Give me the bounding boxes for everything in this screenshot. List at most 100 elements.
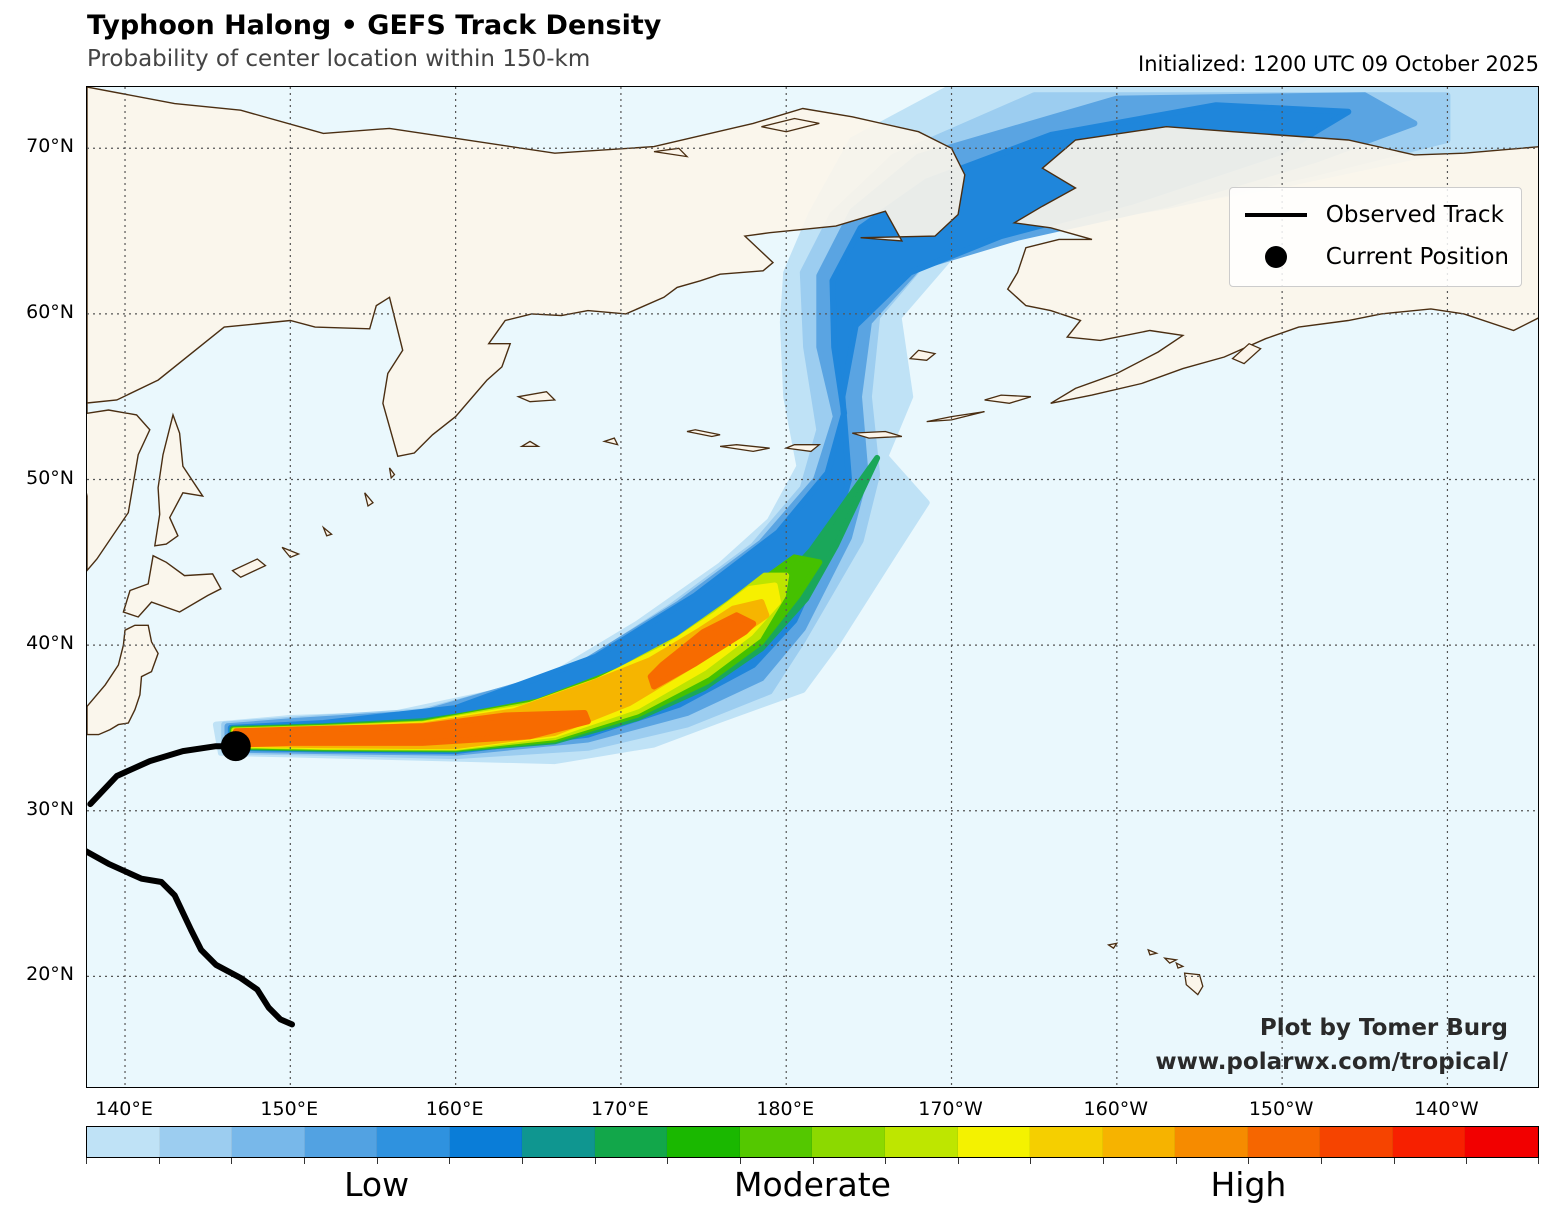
- island: [321, 525, 333, 537]
- landmass-honshu: [87, 624, 159, 736]
- island: [926, 410, 985, 423]
- chart-title: Typhoon Halong • GEFS Track Density: [87, 10, 662, 41]
- colorbar-tick: [449, 1158, 451, 1164]
- credit-author: Plot by Tomer Burg: [1259, 1015, 1508, 1041]
- observed-track-line: [87, 743, 239, 808]
- colorbar-swatch: [667, 1127, 740, 1157]
- gridlines: [87, 87, 1538, 1087]
- colorbar-label: Moderate: [734, 1165, 891, 1204]
- colorbar-tick: [1538, 1158, 1539, 1164]
- legend-label: Current Position: [1325, 244, 1509, 270]
- colorbar-tick: [1321, 1158, 1323, 1164]
- landmass-hokkaido: [122, 554, 222, 618]
- colorbar-swatch: [957, 1127, 1031, 1157]
- colorbar-tick: [1175, 1158, 1177, 1164]
- colorbar: [86, 1126, 1539, 1158]
- island: [908, 349, 937, 361]
- colorbar-tick: [739, 1158, 741, 1164]
- colorbar-swatch: [1247, 1127, 1321, 1157]
- colorbar-label: High: [1210, 1165, 1287, 1204]
- density-band-10: [232, 710, 591, 748]
- colorbar-swatch: [377, 1127, 450, 1157]
- colorbar-tick: [158, 1158, 160, 1164]
- initialization-time: Initialized: 1200 UTC 09 October 2025: [1138, 52, 1539, 76]
- colorbar-swatch: [304, 1127, 378, 1157]
- island: [519, 440, 541, 448]
- landmass-sakhalin: [153, 412, 205, 547]
- latitude-tick-label: 60°N: [26, 300, 74, 323]
- latitude-tick-label: 20°N: [26, 963, 74, 986]
- island: [516, 391, 557, 403]
- colorbar-swatch: [1030, 1127, 1103, 1157]
- island: [1106, 942, 1119, 950]
- island: [1183, 972, 1204, 996]
- colorbar-tick: [376, 1158, 378, 1164]
- colorbar-tick: [1248, 1158, 1250, 1164]
- legend-dot-icon: [1242, 246, 1310, 268]
- latitude-tick-label: 30°N: [26, 797, 74, 820]
- colorbar-tick: [86, 1158, 87, 1164]
- legend-label: Observed Track: [1325, 202, 1504, 228]
- island: [686, 429, 721, 438]
- colorbar-swatch: [87, 1127, 160, 1157]
- island: [1231, 342, 1262, 365]
- colorbar-swatch: [739, 1127, 813, 1157]
- island: [1147, 948, 1159, 956]
- colorbar-label: Low: [344, 1165, 410, 1204]
- island: [720, 444, 770, 453]
- island: [1175, 961, 1185, 969]
- colorbar-tick: [521, 1158, 523, 1164]
- colorbar-swatch: [594, 1127, 668, 1157]
- credit-url[interactable]: www.polarwx.com/tropical/: [1155, 1049, 1508, 1075]
- colorbar-tick: [667, 1158, 669, 1164]
- track-layer: [87, 731, 295, 1028]
- colorbar-tick: [885, 1158, 887, 1164]
- colorbar-tick: [1030, 1158, 1032, 1164]
- colorbar-tick: [1103, 1158, 1105, 1164]
- colorbar-swatch: [1175, 1127, 1248, 1157]
- colorbar-tick: [594, 1158, 596, 1164]
- colorbar-tick: [957, 1158, 959, 1164]
- longitude-tick-label: 160°E: [425, 1098, 484, 1120]
- longitude-tick-label: 170°W: [918, 1098, 983, 1120]
- colorbar-swatch: [1102, 1127, 1176, 1157]
- longitude-tick-label: 140°E: [95, 1098, 153, 1120]
- colorbar-swatch: [232, 1127, 305, 1157]
- colorbar-tick: [231, 1158, 233, 1164]
- latitude-tick-label: 70°N: [26, 135, 74, 158]
- colorbar-tick: [1393, 1158, 1395, 1164]
- latitude-tick-label: 40°N: [26, 632, 74, 655]
- colorbar-swatch: [159, 1127, 233, 1157]
- observed-track-line: [87, 848, 295, 1028]
- colorbar-swatch: [1465, 1127, 1538, 1157]
- longitude-tick-label: 160°W: [1083, 1098, 1149, 1120]
- longitude-tick-label: 170°E: [591, 1098, 649, 1120]
- island: [653, 147, 689, 158]
- island: [984, 394, 1032, 404]
- colorbar-swatch: [885, 1127, 958, 1157]
- island: [1162, 957, 1179, 964]
- legend-item-current-position: Current Position: [1242, 236, 1509, 278]
- track-density-layer: [212, 87, 1538, 765]
- density-band-10: [647, 612, 757, 690]
- colorbar-tick: [303, 1158, 305, 1164]
- legend-line-icon: [1242, 213, 1310, 217]
- colorbar-swatch: [812, 1127, 886, 1157]
- longitude-tick-label: 150°W: [1248, 1098, 1314, 1120]
- island: [602, 437, 619, 446]
- island: [364, 492, 374, 508]
- island: [231, 558, 267, 578]
- latitude-tick-label: 50°N: [26, 466, 74, 489]
- legend-item-observed-track: Observed Track: [1242, 194, 1509, 236]
- landmass-kamchatka: [87, 87, 966, 572]
- map-panel: Observed Track Current Position Plot by …: [86, 86, 1539, 1088]
- colorbar-swatch: [1392, 1127, 1466, 1157]
- colorbar-tick: [1466, 1158, 1468, 1164]
- colorbar-swatch: [522, 1127, 595, 1157]
- colorbar-swatch: [449, 1127, 523, 1157]
- map-legend: Observed Track Current Position: [1228, 187, 1522, 287]
- island: [761, 117, 820, 133]
- longitude-tick-label: 140°W: [1414, 1098, 1479, 1120]
- island: [783, 444, 822, 453]
- longitude-tick-label: 180°E: [756, 1098, 815, 1120]
